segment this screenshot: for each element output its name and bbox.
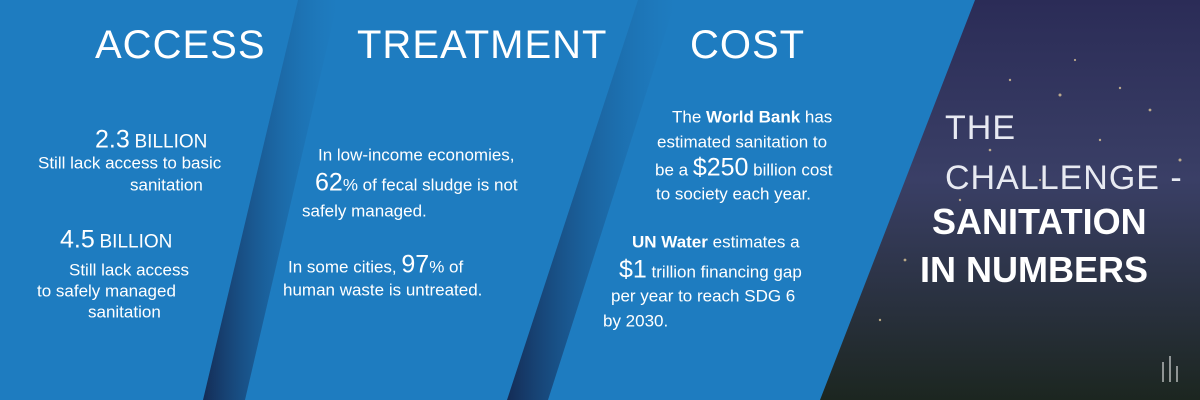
text-line: 62% of fecal sludge is not [315, 168, 518, 197]
text-line: estimated sanitation to [657, 134, 827, 151]
highlight-figure: $250 [692, 153, 749, 182]
text-line: UN Water estimates a [632, 234, 800, 251]
city-lights [878, 58, 1182, 322]
text: In some cities, [288, 257, 402, 277]
text: estimates a [707, 232, 800, 252]
text-line: In some cities, 97% of [288, 250, 464, 279]
logo [1162, 356, 1178, 382]
text-line: per year to reach SDG 6 [611, 288, 795, 305]
text-line: In low-income economies, [318, 147, 515, 164]
stat-figure: 4.5 [60, 225, 95, 254]
stat-text: Still lack access to basic [38, 153, 222, 173]
panel-title: COST [690, 23, 806, 67]
divider [507, 0, 676, 400]
text: has [800, 107, 833, 127]
highlight-name: World Bank [706, 107, 801, 127]
stat-unit: BILLION [99, 231, 173, 253]
stat-text: Still lack access [69, 260, 189, 280]
text-line: human waste is untreated. [283, 282, 482, 299]
stat-headline: 4.5 BILLION [60, 225, 173, 254]
text-line: $1 trillion financing gap [619, 255, 802, 284]
text: billion cost [748, 160, 833, 180]
text: human waste is untreated. [283, 280, 483, 300]
heading-light: THE [945, 109, 1016, 147]
text: % of [429, 257, 464, 277]
text: per year to reach SDG 6 [611, 286, 796, 306]
highlight-figure: $1 [619, 255, 647, 284]
highlight-figure: 97 [401, 250, 430, 279]
highlight-figure: 62 [315, 168, 343, 197]
stat-headline: 2.3 BILLION [95, 125, 208, 154]
text-line: The World Bank has [672, 109, 832, 126]
stat-unit: BILLION [134, 131, 208, 153]
city-photo [820, 0, 1200, 400]
divider [203, 0, 338, 400]
text-line: by 2030. [603, 313, 668, 330]
text-line: to society each year. [656, 186, 811, 203]
text: The [672, 107, 707, 127]
text: to society each year. [656, 184, 811, 204]
text: trillion financing gap [646, 262, 802, 282]
stat-text: to safely managed [37, 281, 176, 301]
stat-text: sanitation [130, 175, 203, 195]
stat-figure: 2.3 [95, 125, 130, 154]
text: In low-income economies, [318, 145, 515, 165]
heading-light: CHALLENGE - [945, 159, 1183, 197]
heading-bold: SANITATION [932, 201, 1147, 242]
heading-bold: IN NUMBERS [920, 249, 1149, 290]
text: by 2030. [603, 311, 669, 331]
text: % of fecal sludge is not [342, 175, 518, 195]
stat-text: sanitation [88, 302, 161, 322]
text: estimated sanitation to [657, 132, 828, 152]
text: be a [655, 160, 693, 180]
text-line: safely managed. [302, 203, 427, 220]
text-line: be a $250 billion cost [655, 153, 833, 182]
highlight-name: UN Water [632, 232, 708, 252]
text: safely managed. [302, 201, 427, 221]
panel-title: TREATMENT [357, 23, 608, 67]
panel-title: ACCESS [95, 23, 266, 67]
